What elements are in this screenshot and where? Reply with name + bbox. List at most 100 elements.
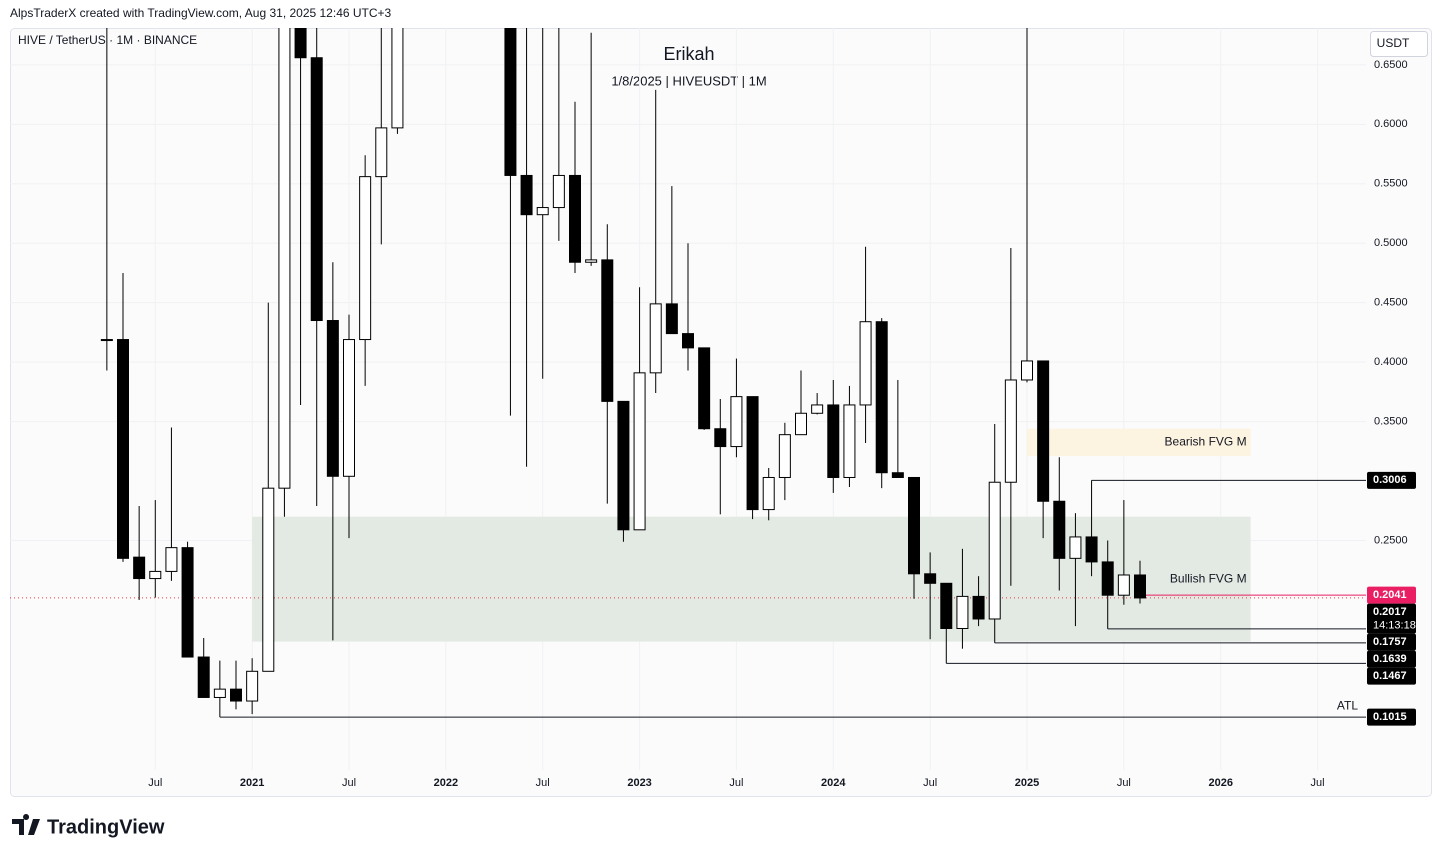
x-tick-label: 2026 — [1208, 777, 1232, 789]
candle-body — [1069, 536, 1082, 559]
candle-body — [698, 347, 711, 430]
zone-label: Bullish FVG M — [1170, 571, 1247, 585]
brand-icon — [12, 814, 40, 835]
price-label: 0.1639 — [1373, 653, 1407, 665]
candle-body — [246, 670, 259, 702]
price-label-box — [1367, 650, 1416, 668]
candle-body — [197, 656, 210, 698]
zone-label: Bearish FVG M — [1165, 435, 1247, 449]
candle-body — [278, 28, 291, 489]
candle-body — [165, 547, 178, 572]
candle-body — [585, 259, 598, 263]
candle-body — [633, 372, 646, 531]
candle-body — [504, 28, 517, 176]
candle-body — [714, 428, 727, 448]
x-tick-label: 2023 — [627, 777, 651, 789]
candle-body — [617, 400, 630, 531]
candle-body — [213, 688, 226, 698]
candle-body — [133, 556, 146, 580]
candle-body — [843, 404, 856, 478]
candle-body — [795, 412, 807, 436]
candle-body — [1085, 536, 1098, 563]
candle-body — [778, 434, 791, 478]
candle-body — [294, 28, 307, 59]
candle-body — [956, 595, 969, 629]
candle-body — [359, 176, 372, 341]
y-tick-label: 0.4000 — [1374, 356, 1408, 368]
candle-body — [149, 570, 162, 580]
candle-body — [811, 404, 824, 414]
candle-body — [601, 259, 614, 402]
candle-body — [908, 476, 920, 575]
candle-body — [1037, 360, 1050, 502]
candle-body — [730, 396, 743, 448]
candle-body — [762, 476, 775, 511]
candle-body — [1101, 561, 1114, 596]
x-tick-label: Jul — [1311, 777, 1325, 789]
candle-body — [649, 303, 662, 374]
candle-body — [827, 404, 840, 478]
candle-body — [988, 481, 1001, 620]
candle-body — [665, 303, 678, 335]
plot-area: Bearish FVG M Bullish FVG M — [10, 28, 1366, 770]
price-label-box — [1367, 708, 1416, 726]
price-label-box — [1367, 603, 1416, 634]
candle-body — [940, 582, 953, 629]
countdown: 14:13:18 — [1373, 619, 1416, 631]
y-tick-label: 0.5500 — [1374, 178, 1408, 190]
candle-body — [391, 28, 404, 129]
x-tick-label: Jul — [729, 777, 743, 789]
price-label-box — [1367, 471, 1416, 489]
candle-body — [552, 174, 565, 209]
candle-body — [262, 487, 275, 672]
y-tick-label: 0.2500 — [1374, 534, 1408, 546]
x-tick-label: 2022 — [434, 777, 458, 789]
candle-body — [972, 595, 985, 620]
currency-label[interactable]: USDT — [1377, 36, 1410, 50]
candle-body — [375, 127, 388, 178]
candle-body — [891, 472, 904, 478]
price-label: 0.3006 — [1373, 474, 1407, 486]
candle-body — [520, 174, 533, 216]
x-tick-label: Jul — [342, 777, 356, 789]
x-tick-label: 2021 — [240, 777, 264, 789]
x-tick-label: Jul — [1117, 777, 1131, 789]
chart-subtitle: 1/8/2025 | HIVEUSDT | 1M — [611, 73, 766, 88]
brand-name: TradingView — [47, 816, 165, 838]
candle-body — [117, 339, 129, 559]
y-tick-label: 0.3500 — [1374, 415, 1408, 427]
candle-body — [682, 333, 694, 349]
candle-body — [310, 57, 323, 322]
candle-body — [569, 174, 581, 263]
chart-frame — [10, 28, 1432, 797]
candle-body — [1021, 360, 1033, 381]
price-label: 0.1467 — [1373, 670, 1407, 682]
x-tick-label: Jul — [148, 777, 162, 789]
candle-body — [536, 207, 549, 216]
price-label-box — [1367, 667, 1416, 685]
symbol-info: HIVE / TetherUS · 1M · BINANCE — [18, 33, 197, 47]
y-tick-label: 0.5000 — [1374, 237, 1408, 249]
y-tick-label: 0.6500 — [1374, 59, 1408, 71]
candle-body — [343, 339, 355, 477]
candle-body — [1134, 574, 1146, 599]
candle-body — [100, 339, 113, 342]
price-label-box — [1367, 633, 1416, 651]
candle-body — [1004, 379, 1017, 483]
candle-body — [746, 396, 759, 511]
candle-body — [1053, 500, 1066, 559]
x-tick-label: Jul — [536, 777, 550, 789]
brand-logo: TradingView — [12, 814, 165, 838]
candle-body — [859, 321, 872, 406]
fvg-zone — [252, 516, 1251, 642]
fvg-zone — [1027, 428, 1251, 457]
candle-body — [326, 320, 339, 477]
price-label: 0.1015 — [1373, 711, 1407, 723]
candle-body — [875, 321, 888, 474]
candle-body — [924, 573, 937, 584]
y-tick-label: 0.4500 — [1374, 297, 1408, 309]
price-label: 0.2041 — [1373, 589, 1407, 601]
candle-body — [181, 547, 194, 658]
currency-button[interactable] — [1370, 31, 1428, 57]
